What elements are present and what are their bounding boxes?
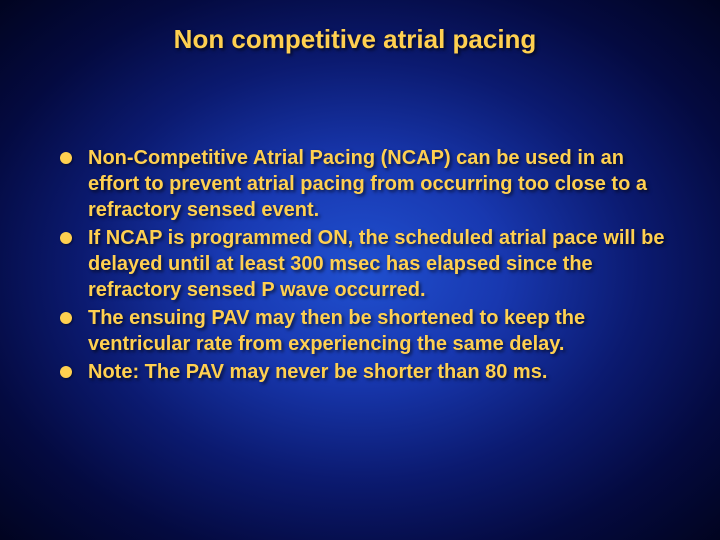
list-item: Note: The PAV may never be shorter than …	[60, 359, 670, 385]
slide-title: Non competitive atrial pacing	[30, 20, 680, 55]
slide-container: Non competitive atrial pacing Non-Compet…	[0, 0, 720, 540]
list-item: Non-Competitive Atrial Pacing (NCAP) can…	[60, 145, 670, 223]
bullet-list: Non-Competitive Atrial Pacing (NCAP) can…	[30, 145, 680, 385]
list-item: The ensuing PAV may then be shortened to…	[60, 305, 670, 357]
list-item: If NCAP is programmed ON, the scheduled …	[60, 225, 670, 303]
